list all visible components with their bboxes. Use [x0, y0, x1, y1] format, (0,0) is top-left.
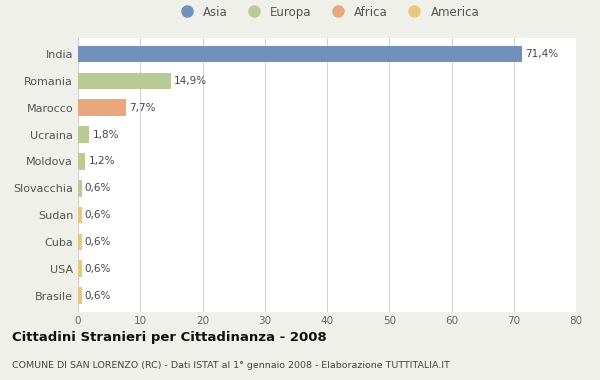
Text: 7,7%: 7,7% [129, 103, 155, 113]
Text: 0,6%: 0,6% [85, 237, 111, 247]
Bar [78, 153, 85, 170]
Text: 0,6%: 0,6% [85, 210, 111, 220]
Bar [78, 100, 126, 116]
Bar [78, 46, 523, 62]
Text: 1,8%: 1,8% [92, 130, 119, 139]
Text: 1,2%: 1,2% [89, 157, 115, 166]
Bar [78, 126, 89, 143]
Legend: Asia, Europa, Africa, America: Asia, Europa, Africa, America [175, 6, 479, 19]
Bar [78, 260, 82, 277]
Text: COMUNE DI SAN LORENZO (RC) - Dati ISTAT al 1° gennaio 2008 - Elaborazione TUTTIT: COMUNE DI SAN LORENZO (RC) - Dati ISTAT … [12, 361, 450, 370]
Text: 14,9%: 14,9% [174, 76, 207, 86]
Bar [78, 180, 82, 196]
Bar [78, 287, 82, 304]
Text: 0,6%: 0,6% [85, 183, 111, 193]
Text: Cittadini Stranieri per Cittadinanza - 2008: Cittadini Stranieri per Cittadinanza - 2… [12, 331, 327, 344]
Text: 71,4%: 71,4% [526, 49, 559, 59]
Bar [78, 207, 82, 223]
Text: 0,6%: 0,6% [85, 264, 111, 274]
Text: 0,6%: 0,6% [85, 290, 111, 301]
Bar [78, 234, 82, 250]
Bar [78, 73, 171, 89]
